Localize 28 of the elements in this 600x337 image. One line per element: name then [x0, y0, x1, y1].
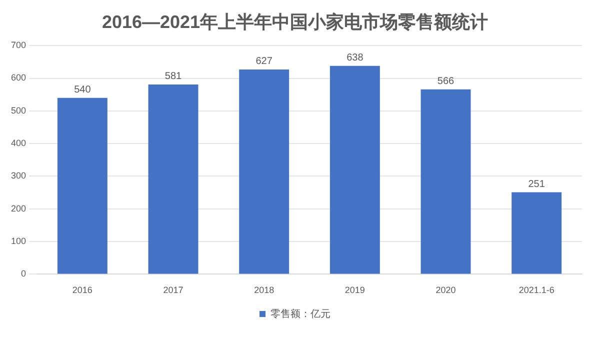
- y-tick-label: 400: [10, 138, 26, 148]
- data-label: 638: [346, 52, 364, 64]
- bar: [420, 89, 471, 274]
- y-tick-label: 200: [10, 203, 26, 214]
- x-tick-label: 2021.1-6: [518, 285, 554, 296]
- y-tick-label: 0: [21, 268, 26, 279]
- y-tick-label: 100: [10, 236, 26, 246]
- x-tick-label: 2019: [344, 285, 365, 296]
- data-label: 627: [256, 56, 273, 68]
- x-tick-label: 2020: [436, 285, 456, 296]
- data-label: 540: [74, 84, 92, 96]
- bar: [239, 69, 290, 274]
- chart-title: 2016—2021年上半年中国小家电市场零售额统计: [102, 12, 488, 32]
- y-tick-label: 700: [10, 40, 26, 50]
- data-label: 566: [437, 76, 455, 88]
- bar: [148, 84, 198, 274]
- bar: [57, 98, 108, 274]
- legend-label: 零售额：亿元: [270, 308, 330, 320]
- x-tick-label: 2018: [254, 285, 274, 296]
- y-tick-label: 300: [10, 170, 26, 181]
- data-label: 251: [528, 178, 546, 190]
- data-label: 581: [164, 71, 182, 82]
- bar: [512, 192, 562, 274]
- y-tick-label: 600: [10, 72, 26, 83]
- y-tick-label: 500: [10, 105, 26, 116]
- x-tick-label: 2017: [163, 285, 184, 296]
- bar: [330, 66, 380, 274]
- x-tick-label: 2016: [72, 285, 92, 296]
